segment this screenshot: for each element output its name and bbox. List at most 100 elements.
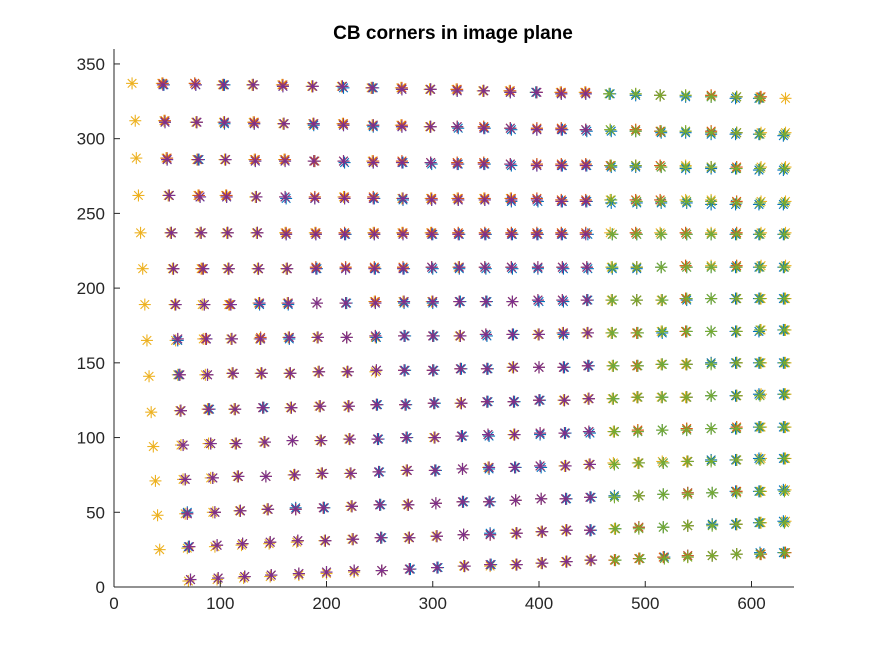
data-point bbox=[395, 156, 408, 169]
data-point bbox=[397, 262, 409, 275]
data-point bbox=[484, 528, 497, 541]
data-point bbox=[505, 228, 518, 241]
data-point bbox=[453, 295, 466, 308]
data-point bbox=[754, 292, 766, 305]
data-point bbox=[505, 193, 518, 206]
data-point bbox=[373, 498, 386, 511]
data-point bbox=[555, 159, 568, 172]
data-point bbox=[161, 153, 174, 166]
y-tick-label: 300 bbox=[77, 130, 105, 149]
data-point bbox=[778, 292, 791, 305]
data-point bbox=[183, 540, 196, 553]
axes-layer: 0 100 200 300 400 500 600 0 50 100 150 200 250 300 350 bbox=[77, 49, 794, 613]
data-point bbox=[531, 294, 544, 307]
data-point bbox=[319, 534, 332, 547]
data-point bbox=[371, 433, 384, 446]
data-point bbox=[778, 485, 791, 498]
data-point bbox=[374, 531, 387, 544]
data-point bbox=[309, 228, 322, 241]
data-point bbox=[403, 531, 416, 544]
data-point bbox=[508, 428, 521, 441]
data-point bbox=[705, 126, 718, 139]
data-point bbox=[555, 123, 568, 136]
data-point bbox=[706, 486, 719, 499]
data-point bbox=[705, 90, 718, 103]
data-point bbox=[680, 391, 693, 404]
data-point bbox=[264, 536, 277, 549]
data-point bbox=[530, 193, 543, 206]
data-point bbox=[424, 120, 437, 133]
data-point bbox=[310, 297, 323, 310]
data-point bbox=[452, 228, 465, 241]
data-point bbox=[238, 570, 251, 583]
data-point bbox=[608, 425, 621, 438]
data-point bbox=[149, 474, 162, 487]
data-point bbox=[370, 398, 383, 411]
data-point bbox=[680, 325, 693, 338]
data-point bbox=[778, 546, 791, 559]
data-point bbox=[369, 297, 382, 310]
data-point bbox=[779, 92, 792, 105]
data-point bbox=[285, 401, 298, 414]
data-point bbox=[584, 491, 596, 504]
data-point bbox=[339, 297, 352, 310]
data-point bbox=[754, 128, 766, 141]
data-point bbox=[557, 361, 570, 374]
data-point bbox=[730, 228, 743, 241]
data-point bbox=[606, 326, 619, 339]
data-point bbox=[585, 554, 598, 567]
data-point bbox=[314, 400, 327, 413]
data-point bbox=[276, 80, 289, 93]
data-point bbox=[629, 159, 642, 172]
data-point bbox=[730, 548, 743, 561]
data-point bbox=[778, 323, 791, 336]
data-point bbox=[679, 161, 692, 174]
data-point bbox=[171, 332, 184, 345]
data-point bbox=[395, 120, 408, 133]
data-point bbox=[197, 262, 210, 275]
data-point bbox=[705, 358, 718, 371]
data-point bbox=[401, 464, 414, 477]
data-point bbox=[705, 422, 718, 435]
data-point bbox=[778, 261, 791, 274]
x-tick-label: 100 bbox=[206, 594, 234, 613]
data-point bbox=[341, 365, 354, 378]
data-point bbox=[778, 196, 791, 209]
chart-title: CB corners in image plane bbox=[333, 23, 573, 44]
data-point bbox=[247, 78, 260, 91]
data-point bbox=[605, 193, 618, 206]
markers-layer bbox=[126, 77, 792, 588]
data-point bbox=[778, 516, 791, 529]
data-point bbox=[156, 78, 169, 91]
data-point bbox=[425, 193, 438, 206]
data-point bbox=[399, 398, 412, 411]
data-point bbox=[510, 527, 523, 540]
data-point bbox=[431, 530, 443, 543]
data-point bbox=[657, 488, 670, 501]
data-point bbox=[558, 394, 571, 407]
y-tick-label: 0 bbox=[96, 578, 105, 597]
data-point bbox=[531, 261, 544, 274]
data-point bbox=[630, 261, 643, 274]
data-point bbox=[730, 261, 743, 274]
data-point bbox=[632, 489, 645, 502]
data-point bbox=[705, 261, 718, 274]
data-point bbox=[428, 464, 441, 477]
data-point bbox=[425, 261, 438, 274]
data-point bbox=[533, 361, 545, 374]
data-point bbox=[533, 328, 545, 341]
data-point bbox=[754, 228, 766, 241]
data-point bbox=[167, 262, 180, 275]
data-point bbox=[204, 437, 217, 450]
data-point bbox=[292, 567, 305, 580]
data-point bbox=[730, 486, 743, 499]
data-point bbox=[230, 437, 243, 450]
data-point bbox=[400, 431, 413, 444]
data-point bbox=[560, 555, 573, 568]
data-point bbox=[249, 155, 262, 168]
data-point bbox=[220, 190, 233, 203]
data-point bbox=[251, 226, 264, 239]
data-point bbox=[754, 453, 766, 466]
data-point bbox=[705, 325, 718, 338]
y-tick-label: 200 bbox=[77, 279, 105, 298]
